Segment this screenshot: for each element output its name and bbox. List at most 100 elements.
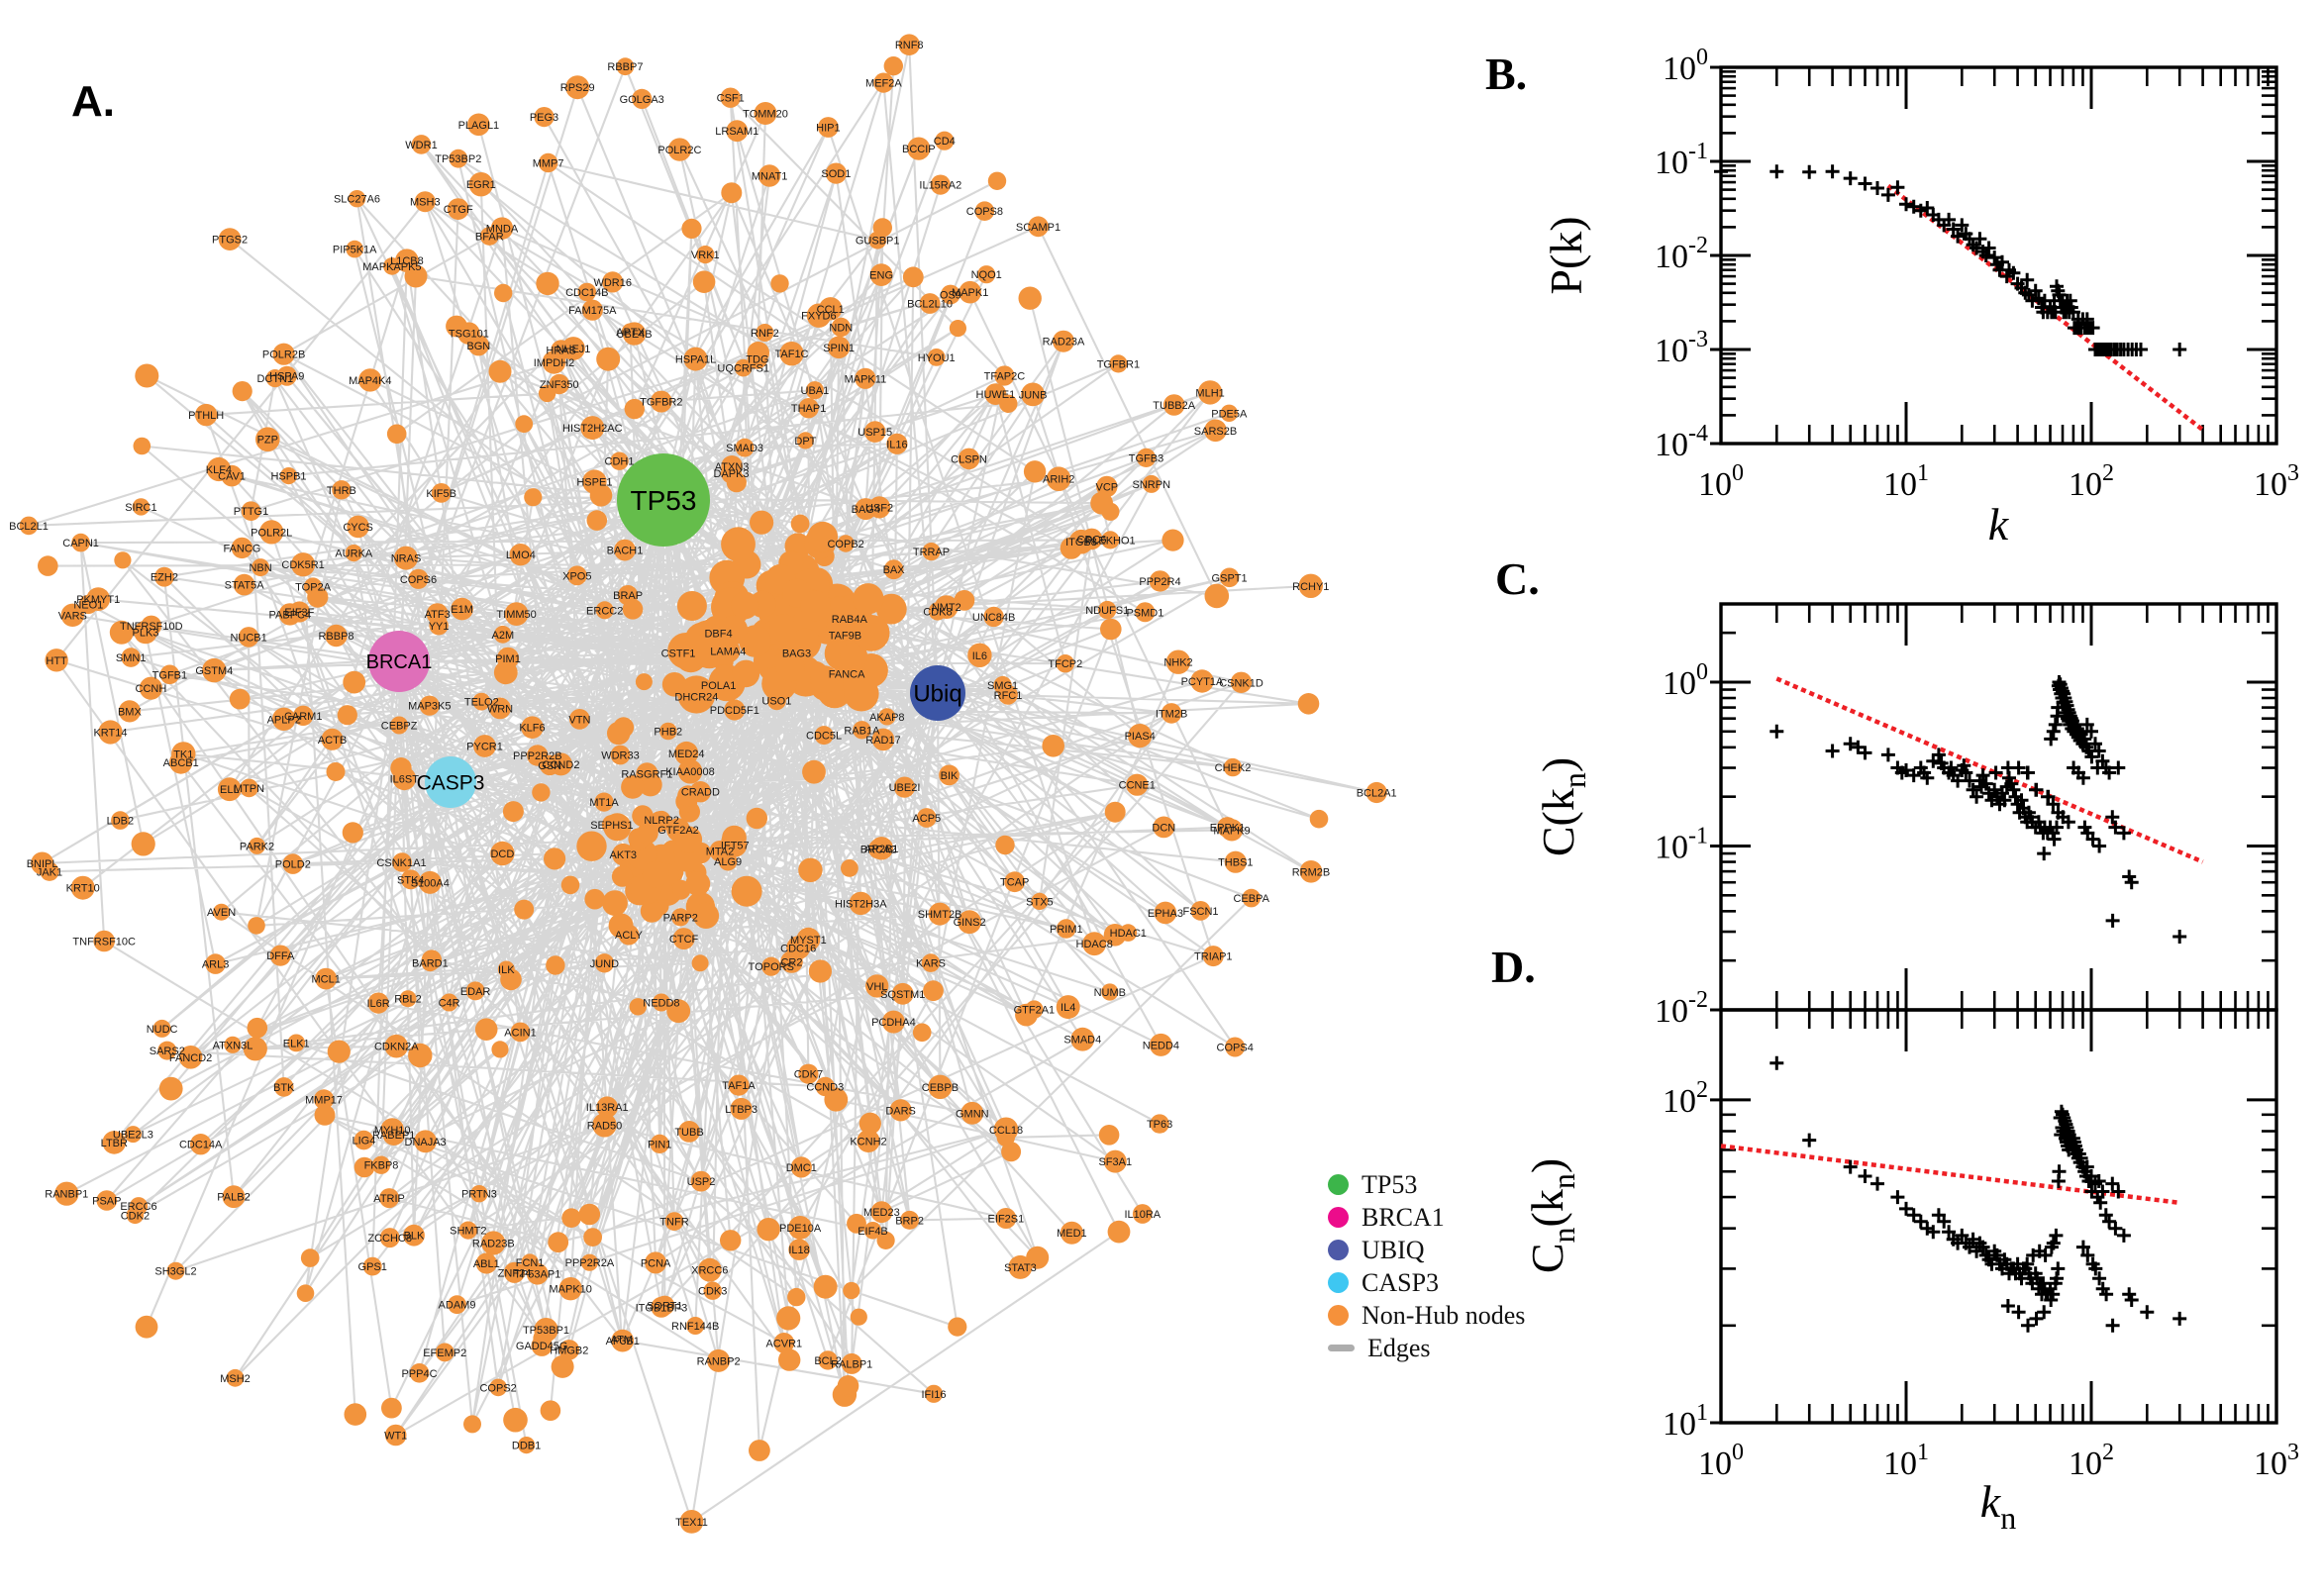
network-node <box>807 521 839 552</box>
legend-color-dot <box>1328 1207 1349 1228</box>
network-node <box>692 270 716 294</box>
network-node <box>958 448 980 470</box>
legend-color-dot <box>1328 1305 1349 1326</box>
network-node <box>995 1208 1017 1229</box>
network-node <box>392 852 412 872</box>
network-node <box>448 1295 466 1315</box>
network-node <box>307 586 329 608</box>
network-node-label: POLR2L <box>251 527 292 539</box>
network-node <box>1021 382 1045 407</box>
network-node <box>221 464 243 487</box>
network-node <box>881 1010 905 1034</box>
network-node <box>152 1019 171 1038</box>
network-node-label: TOP2A <box>295 582 332 594</box>
network-node <box>178 1046 203 1069</box>
network-node <box>578 1203 601 1226</box>
network-node-label: CTCF <box>669 934 699 946</box>
network-node <box>1299 860 1323 883</box>
network-node <box>584 888 605 910</box>
network-node-label: RANBP2 <box>697 1355 741 1367</box>
network-node <box>959 280 981 304</box>
network-node-label: ACLY <box>615 930 644 942</box>
network-node <box>678 1121 700 1143</box>
network-node <box>650 390 672 413</box>
hub-legend: TP53 BRCA1 UBIQ CASP3 Non-Hub nodes Edges <box>1328 1170 1525 1362</box>
network-node-label: PPP4C <box>401 1368 437 1380</box>
network-node <box>1015 1003 1038 1027</box>
network-node <box>923 980 944 1002</box>
network-node <box>776 1306 801 1331</box>
network-node <box>1136 448 1157 467</box>
network-nodes <box>19 34 1387 1534</box>
network-node <box>586 510 608 531</box>
network-node <box>788 1239 810 1260</box>
network-node <box>1223 757 1243 777</box>
network-node <box>1230 671 1253 693</box>
network-node <box>831 317 851 338</box>
network-node <box>863 1222 882 1240</box>
network-node <box>671 908 690 927</box>
network-node <box>346 240 364 258</box>
network-node <box>400 869 421 890</box>
network-node <box>98 720 123 745</box>
network-node <box>1100 618 1122 641</box>
network-node <box>840 642 868 670</box>
network-node <box>891 982 914 1005</box>
network-node <box>510 1022 531 1043</box>
network-node-label: MAPK11 <box>845 373 887 385</box>
svg-text:C(kn): C(kn) <box>1533 757 1592 856</box>
network-node <box>565 75 590 100</box>
network-node <box>202 657 227 683</box>
network-node <box>667 138 692 161</box>
tick-label: 101 <box>1663 1400 1708 1443</box>
network-node <box>249 837 265 854</box>
network-node <box>1162 529 1184 551</box>
network-node <box>169 750 193 774</box>
network-node-label: BTK <box>273 1082 295 1094</box>
network-node <box>790 514 810 534</box>
network-node <box>1107 1220 1131 1244</box>
network-node <box>697 1257 722 1282</box>
network-node <box>446 315 467 338</box>
network-node <box>637 822 658 845</box>
network-node <box>721 182 743 204</box>
network-node <box>1204 419 1227 443</box>
network-node <box>1365 781 1387 804</box>
network-node-label: XRCC6 <box>691 1265 728 1277</box>
network-node <box>1161 703 1182 724</box>
network-node <box>502 801 524 823</box>
network-node-label: COPB2 <box>827 539 863 550</box>
network-node <box>681 218 702 239</box>
network-node <box>1090 491 1113 515</box>
network-node <box>232 381 252 402</box>
network-node <box>561 1208 581 1228</box>
network-node <box>813 1274 838 1299</box>
network-node <box>300 1248 320 1267</box>
network-node-label: COPS6 <box>400 574 437 586</box>
network-node-label: DMC1 <box>786 1162 817 1174</box>
network-node-label: RANBP1 <box>45 1189 88 1201</box>
network-node <box>900 1210 920 1230</box>
network-node <box>686 1317 705 1335</box>
tick-label: 103 <box>2254 460 2299 503</box>
network-node <box>1149 570 1171 592</box>
network-node <box>1190 901 1211 921</box>
network-node <box>419 695 440 716</box>
network-node-label: WDR33 <box>601 750 640 762</box>
network-node-label: CCND2 <box>543 759 580 771</box>
network-node <box>1225 1037 1246 1057</box>
network-node <box>1046 466 1071 492</box>
network-node-labels: SEPHS1 TEX11 ZNF350 ITM2B RPS29 UNC84B NEO1 PRI… <box>9 40 1397 1529</box>
network-node <box>71 533 90 552</box>
network-node <box>893 776 916 798</box>
network-node-label: USF2 <box>865 502 893 514</box>
network-node-label: HTT <box>46 655 67 667</box>
network-node-label: STX5 <box>1026 896 1054 908</box>
network-node <box>384 1034 409 1058</box>
network-node-label: NDN <box>829 323 853 335</box>
network-node-label: MNDA <box>486 224 519 236</box>
network-edges <box>27 44 1378 1523</box>
network-node <box>675 826 703 853</box>
network-node <box>996 1128 1015 1147</box>
network-node <box>468 172 493 197</box>
